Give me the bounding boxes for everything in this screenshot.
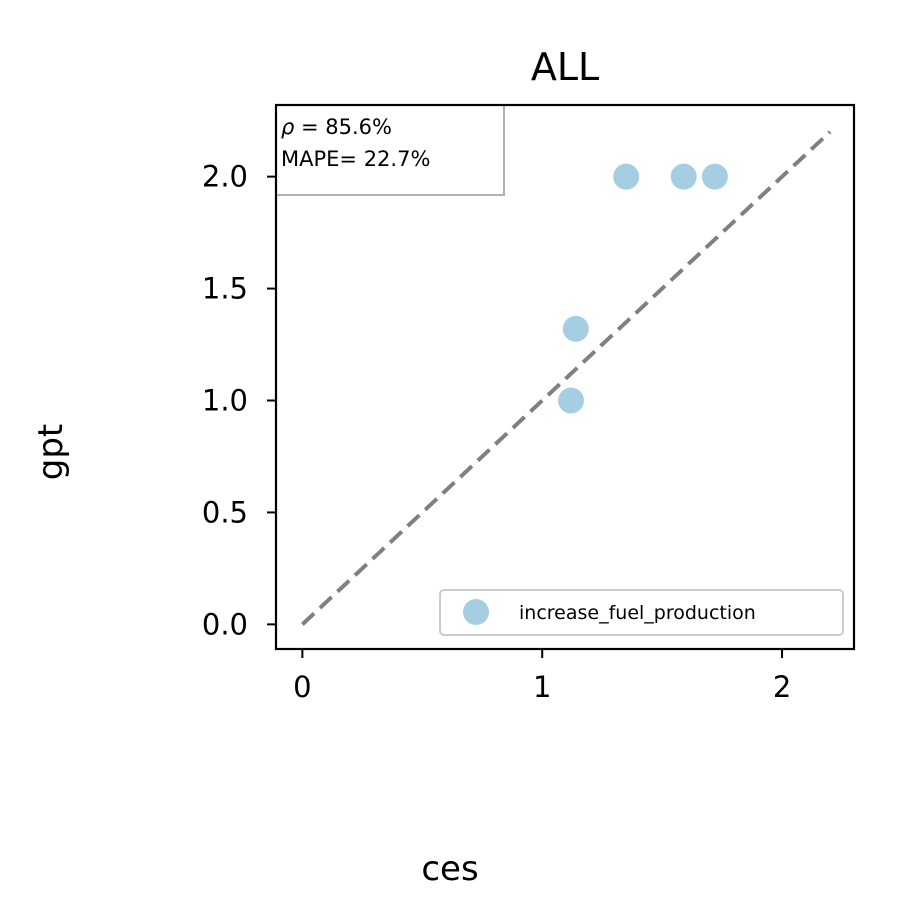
data-point: [557, 387, 584, 414]
legend: increase_fuel_production: [439, 589, 844, 636]
y-tick-label: 0.5: [202, 495, 248, 529]
rho-value: = 85.6%: [294, 115, 392, 139]
points-layer: [557, 163, 728, 414]
y-tick-label: 2.0: [202, 160, 248, 194]
ticks-layer: 0 1 2 0.0 0.5 1.0 1.5 2.0: [202, 160, 791, 704]
y-tick-label: 0.0: [202, 607, 248, 641]
rho-symbol: ρ: [281, 115, 295, 139]
stats-annotation: ρ = 85.6% MAPE= 22.7%: [275, 104, 505, 196]
plot-frame: [274, 103, 856, 651]
y-axis-title: gpt: [31, 424, 71, 481]
legend-box: [439, 589, 844, 636]
data-point: [613, 163, 640, 190]
chart-title: ALL: [531, 45, 599, 89]
reference-line: [301, 130, 832, 626]
x-axis-title: ces: [421, 849, 478, 889]
x-tick-label: 0: [293, 670, 311, 704]
rho-annotation: ρ = 85.6%: [281, 115, 392, 139]
x-tick-label: 1: [533, 670, 551, 704]
legend-label: increase_fuel_production: [519, 602, 756, 624]
data-point: [562, 315, 589, 342]
y-tick-label: 1.5: [202, 272, 248, 306]
mape-annotation: MAPE= 22.7%: [281, 147, 430, 171]
y-tick-label: 1.0: [202, 384, 248, 418]
stats-annotation-box: [275, 104, 505, 196]
reference-line-layer: [301, 130, 832, 626]
data-point: [670, 163, 697, 190]
data-point: [701, 163, 728, 190]
x-tick-label: 2: [773, 670, 791, 704]
legend-marker: [463, 599, 489, 625]
